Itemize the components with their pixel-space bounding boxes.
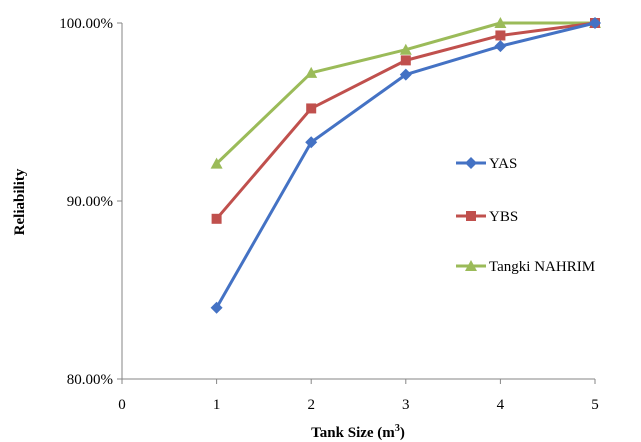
data-point (210, 157, 223, 169)
y-tick-label: 90.00% (67, 194, 113, 210)
legend: YAS YBS Tangki NAHRIM (456, 156, 595, 275)
data-point (211, 213, 222, 224)
series-tangki-nahrim (210, 17, 601, 169)
legend-entry: YBS (456, 209, 518, 225)
legend-marker (465, 157, 477, 169)
legend-marker (465, 260, 477, 271)
series-group (210, 17, 601, 314)
x-axis-title-suffix: ) (400, 425, 405, 441)
data-point (400, 55, 411, 66)
data-point (305, 66, 318, 78)
data-point (495, 30, 506, 41)
data-point (399, 43, 412, 55)
data-point (494, 40, 507, 53)
data-point (306, 103, 317, 114)
legend-marker (466, 211, 476, 221)
x-tick-label: 2 (307, 397, 315, 413)
tick-labels: 80.00% 90.00% 100.00% 0 1 2 3 4 5 (59, 16, 599, 413)
legend-entry: Tangki NAHRIM (456, 259, 595, 275)
data-point (210, 301, 223, 314)
legend-label: YBS (489, 209, 518, 225)
x-tick-label: 1 (213, 397, 221, 413)
x-tick-label: 0 (118, 397, 126, 413)
x-tick-label: 5 (591, 397, 599, 413)
y-tick-label: 80.00% (67, 372, 113, 388)
legend-label: Tangki NAHRIM (489, 259, 595, 275)
y-axis-title: Reliability (12, 168, 28, 235)
legend-entry: YAS (456, 156, 517, 172)
x-tick-label: 3 (402, 397, 410, 413)
data-point (399, 68, 412, 81)
x-axis-title-sup: 3 (395, 423, 400, 434)
x-axis-title-main: Tank Size (m (311, 425, 395, 441)
axes (117, 22, 596, 384)
x-axis-title: Tank Size (m3) (311, 423, 405, 441)
data-point (305, 136, 318, 149)
legend-label: YAS (489, 156, 517, 172)
series-yas (210, 17, 601, 314)
data-point (589, 17, 601, 29)
data-point (494, 17, 507, 28)
x-tick-label: 4 (497, 397, 505, 413)
y-tick-label: 100.00% (59, 16, 113, 32)
